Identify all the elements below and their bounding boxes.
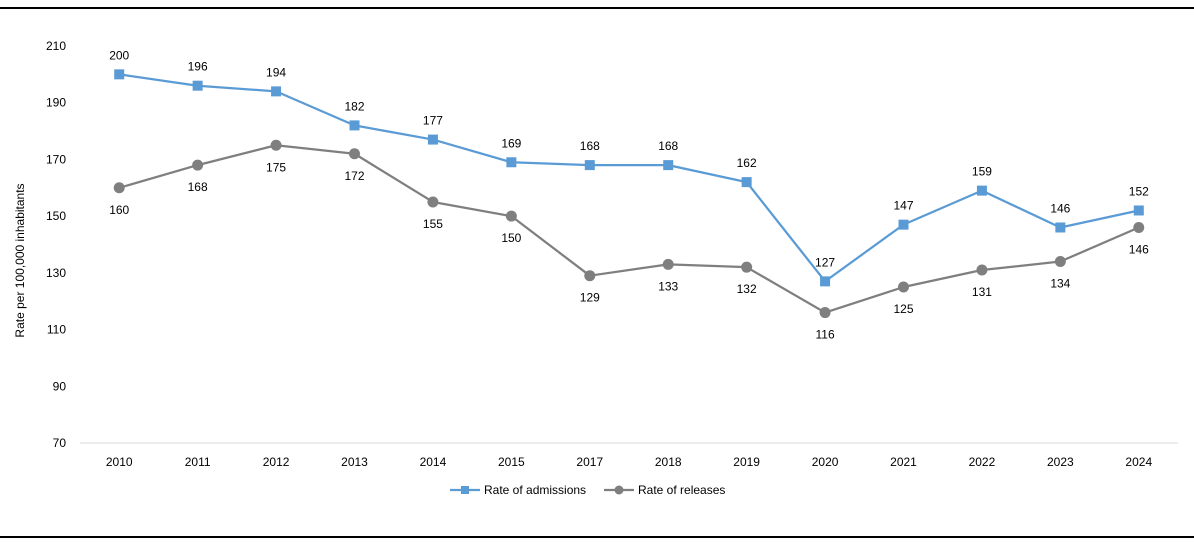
data-label: 133 [658, 279, 678, 293]
data-point [192, 159, 204, 171]
data-label: 175 [266, 160, 286, 174]
data-point [820, 276, 831, 287]
data-label: 162 [737, 156, 757, 170]
data-point [976, 185, 987, 196]
data-point [663, 160, 674, 171]
x-axis-ticks: 2010 2011 2012 2013 2014 2015 2017 2018 2019 2020… [106, 455, 1153, 469]
y-tick-label: 130 [46, 266, 66, 280]
data-point [741, 177, 752, 188]
data-point [270, 139, 282, 151]
data-point [506, 157, 517, 168]
legend-label: Rate of admissions [484, 483, 586, 497]
y-tick-label: 170 [46, 152, 66, 166]
y-tick-label: 70 [53, 436, 67, 450]
data-point [113, 182, 125, 194]
data-label: 132 [737, 282, 757, 296]
data-point [662, 258, 674, 270]
data-label: 146 [1129, 242, 1149, 256]
data-label: 169 [501, 136, 521, 150]
data-label: 127 [815, 255, 835, 269]
top-border [0, 7, 1194, 9]
data-label: 200 [109, 48, 129, 62]
data-label: 125 [893, 302, 913, 316]
data-point [1054, 256, 1066, 268]
series-releases: 160 168 175 172 155 150 129 133 132 116 125 131 134 1… [109, 139, 1149, 342]
data-point [898, 219, 909, 230]
data-point [271, 86, 282, 97]
x-tick-label: 2012 [263, 455, 290, 469]
data-label: 160 [109, 203, 129, 217]
x-tick-label: 2024 [1125, 455, 1152, 469]
legend: Rate of admissions Rate of releases [450, 483, 725, 497]
x-tick-label: 2010 [106, 455, 133, 469]
data-label: 146 [1050, 201, 1070, 215]
data-point [976, 264, 988, 276]
legend-item: Rate of admissions [450, 483, 586, 497]
x-tick-label: 2014 [420, 455, 447, 469]
x-tick-label: 2017 [576, 455, 603, 469]
bottom-border [0, 536, 1194, 538]
y-tick-label: 190 [46, 96, 66, 110]
data-label: 152 [1129, 184, 1149, 198]
data-point [898, 281, 909, 293]
data-label: 168 [658, 139, 678, 153]
data-point [427, 134, 438, 145]
data-point [1133, 221, 1145, 233]
data-label: 150 [501, 231, 521, 245]
x-tick-label: 2019 [733, 455, 760, 469]
data-point [1055, 222, 1066, 233]
x-tick-label: 2013 [341, 455, 368, 469]
y-axis-title: Rate per 100,000 inhabitants [13, 183, 27, 337]
data-label: 182 [344, 99, 364, 113]
data-label: 129 [580, 291, 600, 305]
data-point [505, 210, 517, 222]
data-label: 168 [580, 139, 600, 153]
series-admissions: 200 196 194 182 177 169 168 168 162 127 147 159 146 1… [109, 48, 1149, 287]
y-axis-ticks: 70 90 110 130 150 170 190 210 [46, 39, 66, 450]
data-label: 116 [816, 328, 835, 342]
y-tick-label: 210 [46, 39, 66, 53]
series-line [118, 144, 1140, 314]
data-label: 177 [423, 114, 443, 128]
x-tick-label: 2015 [498, 455, 525, 469]
x-tick-label: 2020 [812, 455, 839, 469]
data-label: 131 [972, 285, 992, 299]
legend-label: Rate of releases [638, 483, 725, 497]
data-label: 147 [893, 199, 913, 213]
x-tick-label: 2011 [185, 455, 211, 469]
data-label: 134 [1050, 277, 1070, 291]
data-label: 168 [188, 180, 208, 194]
x-tick-label: 2023 [1047, 455, 1074, 469]
legend-item: Rate of releases [604, 483, 725, 497]
data-label: 172 [344, 169, 364, 183]
data-label: 194 [266, 65, 286, 79]
y-tick-label: 110 [47, 323, 66, 337]
data-point [427, 196, 439, 208]
data-label: 159 [972, 165, 992, 179]
data-point [741, 261, 753, 273]
y-tick-label: 90 [53, 379, 67, 393]
data-point [192, 80, 203, 91]
series-line [119, 73, 1140, 283]
x-tick-label: 2021 [890, 455, 917, 469]
x-tick-label: 2018 [655, 455, 682, 469]
data-point [349, 148, 360, 160]
data-label: 196 [188, 60, 208, 74]
legend-marker [461, 486, 469, 494]
data-point [584, 270, 596, 282]
data-point [584, 160, 595, 171]
data-label: 155 [423, 217, 443, 231]
data-point [114, 69, 125, 80]
data-point [349, 120, 360, 131]
x-tick-label: 2022 [969, 455, 996, 469]
data-point [819, 307, 831, 319]
data-point [1133, 205, 1144, 216]
legend-marker [614, 485, 624, 495]
y-tick-label: 150 [46, 209, 66, 223]
